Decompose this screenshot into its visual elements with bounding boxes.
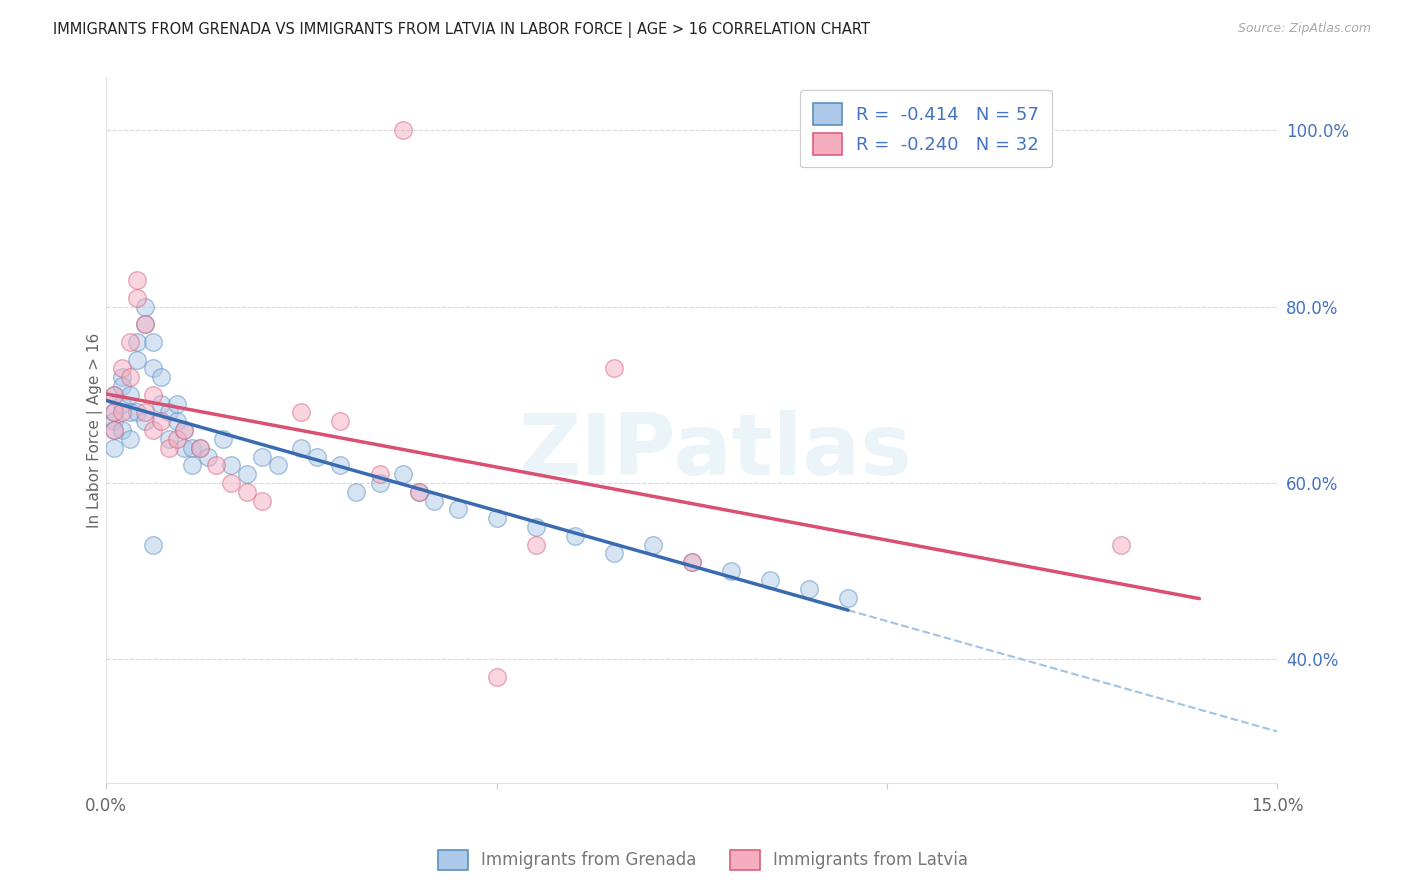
- Point: [166, 396, 188, 410]
- Point: [720, 564, 742, 578]
- Point: [797, 582, 820, 596]
- Point: [103, 388, 125, 402]
- Legend: Immigrants from Grenada, Immigrants from Latvia: Immigrants from Grenada, Immigrants from…: [432, 843, 974, 877]
- Point: [103, 405, 125, 419]
- Point: [173, 441, 195, 455]
- Point: [127, 334, 149, 349]
- Point: [111, 361, 134, 376]
- Point: [142, 361, 165, 376]
- Point: [603, 546, 626, 560]
- Point: [134, 405, 156, 419]
- Point: [134, 318, 156, 332]
- Point: [173, 423, 195, 437]
- Point: [344, 484, 367, 499]
- Point: [329, 458, 352, 473]
- Text: ZIPatlas: ZIPatlas: [519, 409, 912, 492]
- Point: [181, 441, 204, 455]
- Point: [111, 396, 134, 410]
- Point: [157, 405, 180, 419]
- Point: [485, 511, 508, 525]
- Point: [329, 414, 352, 428]
- Point: [134, 414, 156, 428]
- Point: [188, 441, 211, 455]
- Point: [127, 273, 149, 287]
- Point: [111, 405, 134, 419]
- Point: [103, 423, 125, 437]
- Point: [392, 467, 415, 482]
- Point: [103, 388, 125, 402]
- Point: [142, 388, 165, 402]
- Point: [236, 467, 259, 482]
- Point: [118, 334, 141, 349]
- Point: [197, 450, 219, 464]
- Point: [603, 361, 626, 376]
- Point: [103, 414, 125, 428]
- Point: [142, 538, 165, 552]
- Point: [157, 441, 180, 455]
- Point: [118, 388, 141, 402]
- Y-axis label: In Labor Force | Age > 16: In Labor Force | Age > 16: [87, 333, 103, 528]
- Point: [127, 291, 149, 305]
- Point: [408, 484, 430, 499]
- Point: [103, 441, 125, 455]
- Point: [252, 493, 274, 508]
- Point: [290, 441, 312, 455]
- Point: [759, 573, 782, 587]
- Point: [134, 318, 156, 332]
- Point: [127, 405, 149, 419]
- Point: [111, 423, 134, 437]
- Point: [149, 414, 172, 428]
- Point: [134, 300, 156, 314]
- Point: [219, 458, 242, 473]
- Point: [166, 432, 188, 446]
- Point: [252, 450, 274, 464]
- Point: [485, 670, 508, 684]
- Point: [111, 370, 134, 384]
- Point: [149, 396, 172, 410]
- Point: [149, 370, 172, 384]
- Point: [188, 441, 211, 455]
- Point: [837, 591, 859, 605]
- Point: [681, 555, 703, 569]
- Point: [236, 484, 259, 499]
- Point: [103, 405, 125, 419]
- Legend: R =  -0.414   N = 57, R =  -0.240   N = 32: R = -0.414 N = 57, R = -0.240 N = 32: [800, 90, 1052, 168]
- Point: [446, 502, 468, 516]
- Point: [408, 484, 430, 499]
- Text: IMMIGRANTS FROM GRENADA VS IMMIGRANTS FROM LATVIA IN LABOR FORCE | AGE > 16 CORR: IMMIGRANTS FROM GRENADA VS IMMIGRANTS FR…: [53, 22, 870, 38]
- Point: [524, 520, 547, 534]
- Point: [564, 529, 586, 543]
- Point: [641, 538, 664, 552]
- Point: [127, 352, 149, 367]
- Point: [181, 458, 204, 473]
- Point: [166, 414, 188, 428]
- Point: [118, 370, 141, 384]
- Point: [212, 432, 235, 446]
- Text: Source: ZipAtlas.com: Source: ZipAtlas.com: [1237, 22, 1371, 36]
- Point: [142, 423, 165, 437]
- Point: [1111, 538, 1133, 552]
- Point: [219, 475, 242, 490]
- Point: [290, 405, 312, 419]
- Point: [157, 432, 180, 446]
- Point: [681, 555, 703, 569]
- Point: [307, 450, 329, 464]
- Point: [118, 432, 141, 446]
- Point: [173, 423, 195, 437]
- Point: [142, 334, 165, 349]
- Point: [368, 467, 391, 482]
- Point: [111, 379, 134, 393]
- Point: [392, 123, 415, 137]
- Point: [118, 405, 141, 419]
- Point: [368, 475, 391, 490]
- Point: [423, 493, 446, 508]
- Point: [524, 538, 547, 552]
- Point: [103, 423, 125, 437]
- Point: [267, 458, 290, 473]
- Point: [204, 458, 226, 473]
